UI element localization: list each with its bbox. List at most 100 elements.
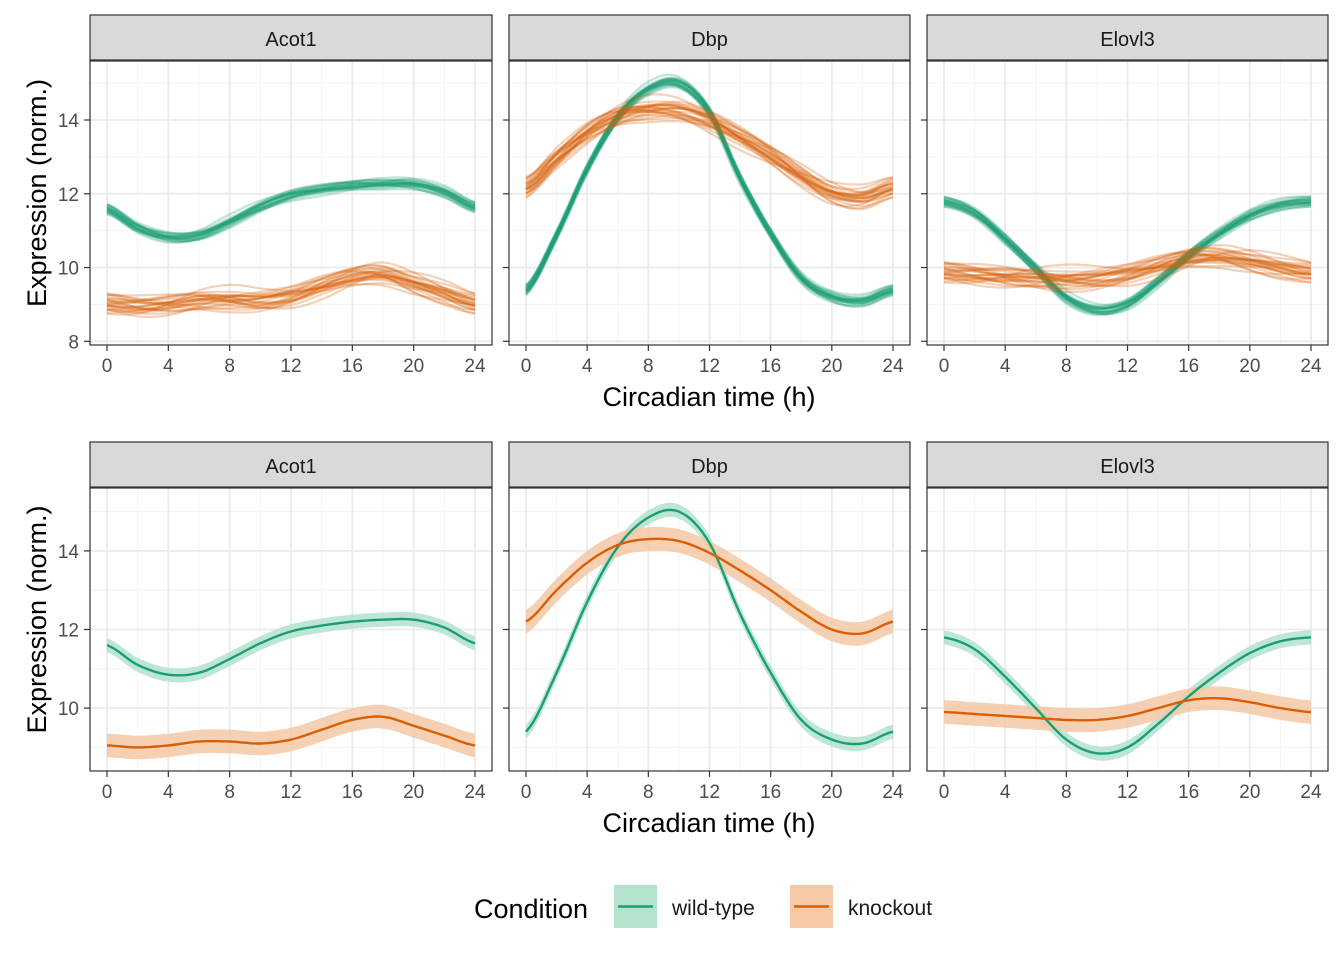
x-tick-label: 8 <box>1061 356 1072 377</box>
x-tick-label: 20 <box>821 782 842 803</box>
trace-knockout-elovl3 <box>943 260 1312 285</box>
trace-knockout-dbp <box>525 107 894 199</box>
trace-knockout-elovl3 <box>943 253 1312 282</box>
mean-line-knockout-acot1 <box>106 715 476 749</box>
y-axis-title: Expression (norm.) <box>22 79 52 307</box>
trace-wild-type-acot1 <box>106 179 476 242</box>
trace-knockout-dbp <box>525 100 894 200</box>
trace-knockout-dbp <box>525 107 894 204</box>
x-tick-label: 20 <box>1239 782 1260 803</box>
legend: Condition wild-type knockout <box>474 885 932 928</box>
x-tick-label: 8 <box>1061 782 1072 803</box>
trace-wild-type-elovl3 <box>943 198 1312 313</box>
trace-knockout-elovl3 <box>943 255 1312 291</box>
trace-wild-type-acot1 <box>106 180 476 241</box>
x-tick-label: 0 <box>521 782 532 803</box>
trace-wild-type-acot1 <box>106 182 476 243</box>
x-tick-label: 12 <box>1117 356 1138 377</box>
trace-wild-type-acot1 <box>106 181 476 238</box>
trace-wild-type-dbp <box>525 79 894 308</box>
x-tick-label: 12 <box>699 356 720 377</box>
trace-knockout-acot1 <box>106 268 476 314</box>
trace-knockout-elovl3 <box>943 252 1312 280</box>
legend-label-wild-type: wild-type <box>671 897 755 920</box>
x-axis-dbp: 0 4 8 12 16 20 24 <box>521 771 904 803</box>
trace-wild-type-elovl3 <box>943 196 1312 315</box>
x-tick-label: 4 <box>163 782 174 803</box>
trace-knockout-acot1 <box>106 269 476 310</box>
trace-wild-type-dbp <box>525 79 894 302</box>
x-tick-label: 0 <box>102 356 113 377</box>
gridlines-elovl3 <box>927 488 1328 771</box>
trace-knockout-dbp <box>525 93 894 207</box>
trace-wild-type-elovl3 <box>943 203 1312 311</box>
y-tick-label: 14 <box>58 111 80 132</box>
trace-knockout-acot1 <box>106 278 476 307</box>
mean-line-wild-type-dbp <box>525 508 894 746</box>
trace-wild-type-acot1 <box>106 178 476 244</box>
x-tick-label: 8 <box>643 782 654 803</box>
strip-dbp <box>508 441 911 488</box>
trace-knockout-dbp <box>525 103 894 203</box>
trace-wild-type-acot1 <box>106 184 476 239</box>
trace-knockout-acot1 <box>106 270 476 309</box>
trace-knockout-elovl3 <box>943 257 1312 281</box>
trace-wild-type-dbp <box>525 84 894 300</box>
trace-wild-type-dbp <box>525 79 894 305</box>
trace-knockout-dbp <box>525 117 894 195</box>
trace-wild-type-dbp <box>525 77 894 303</box>
x-tick-label: 20 <box>403 782 424 803</box>
trace-knockout-elovl3 <box>943 261 1312 283</box>
trace-wild-type-elovl3 <box>943 198 1312 314</box>
strip-label-acot1: Acot1 <box>265 29 316 51</box>
trace-knockout-dbp <box>525 104 894 201</box>
x-tick-label: 12 <box>699 782 720 803</box>
data-acot1 <box>106 176 476 319</box>
trace-knockout-elovl3 <box>943 251 1312 293</box>
x-tick-label: 4 <box>1000 356 1011 377</box>
strip-label-acot1: Acot1 <box>265 456 316 478</box>
trace-wild-type-elovl3 <box>943 195 1312 316</box>
x-tick-label: 8 <box>224 356 235 377</box>
facet-acot1: Acot1 0 4 8 12 16 20 24 10 12 14 <box>58 441 493 803</box>
gridlines-dbp <box>509 61 910 345</box>
x-tick-label: 12 <box>280 356 301 377</box>
x-tick-label: 20 <box>821 356 842 377</box>
y-axis: 10 12 14 <box>58 542 90 720</box>
strip-elovl3 <box>926 14 1329 61</box>
trace-wild-type-dbp <box>525 86 894 298</box>
y-axis-title: Expression (norm.) <box>22 505 52 733</box>
trace-wild-type-dbp <box>525 82 894 305</box>
trace-wild-type-acot1 <box>106 178 476 239</box>
trace-wild-type-acot1 <box>106 183 476 235</box>
gridlines-elovl3 <box>927 61 1328 345</box>
trace-wild-type-dbp <box>525 84 894 301</box>
data-elovl3 <box>943 195 1312 317</box>
trace-knockout-dbp <box>525 114 894 195</box>
trace-wild-type-dbp <box>525 76 894 307</box>
trace-wild-type-elovl3 <box>943 195 1312 317</box>
trace-knockout-dbp <box>525 110 894 203</box>
facet-elovl3: Elovl3 0 4 8 12 16 20 24 <box>921 441 1329 803</box>
x-tick-label: 24 <box>1300 356 1322 377</box>
strip-label-dbp: Dbp <box>691 29 728 51</box>
strip-dbp <box>508 14 911 61</box>
x-tick-label: 20 <box>1239 356 1260 377</box>
trace-knockout-acot1 <box>106 264 476 315</box>
y-tick-label: 12 <box>58 621 79 642</box>
trace-knockout-elovl3 <box>943 246 1312 288</box>
strip-label-elovl3: Elovl3 <box>1100 29 1154 51</box>
ribbon-wild-type-acot1 <box>107 611 475 683</box>
trace-wild-type-acot1 <box>106 185 476 237</box>
trace-wild-type-elovl3 <box>943 201 1311 309</box>
trace-wild-type-elovl3 <box>943 198 1311 310</box>
trace-wild-type-dbp <box>525 83 894 300</box>
x-tick-label: 0 <box>939 782 950 803</box>
x-tick-label: 4 <box>582 356 593 377</box>
ribbon-knockout-acot1 <box>107 704 475 760</box>
x-tick-label: 16 <box>1178 356 1199 377</box>
trace-knockout-elovl3 <box>943 259 1312 287</box>
